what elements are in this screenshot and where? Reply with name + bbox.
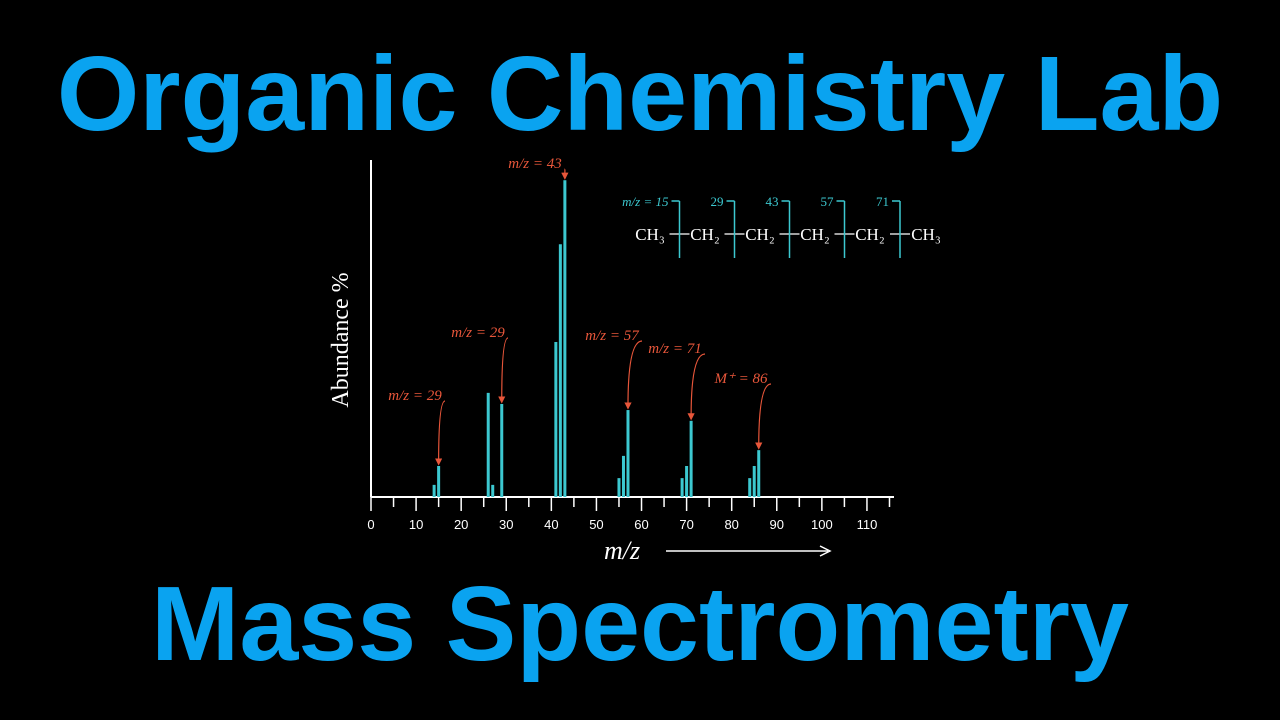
x-tick-label: 30 <box>499 517 513 532</box>
bar <box>554 341 558 497</box>
bar <box>752 465 756 497</box>
y-axis-label: Abundance % <box>328 272 354 407</box>
annotation-arrow <box>498 337 509 404</box>
bar <box>685 465 689 497</box>
molecule-group: CH₂ <box>690 225 720 244</box>
bar <box>558 244 562 497</box>
x-tick-label: 110 <box>857 517 878 532</box>
bar <box>680 478 684 497</box>
annotation-arrow <box>755 383 772 450</box>
molecule-group: CH₃ <box>635 225 665 244</box>
x-tick-label: 80 <box>724 517 738 532</box>
molecule-group: CH₃ <box>911 225 941 244</box>
bar <box>486 392 490 497</box>
annotation: m/z = 57 <box>585 328 640 344</box>
bottom-title: Mass Spectrometry <box>151 565 1129 683</box>
x-tick-label: 20 <box>454 517 468 532</box>
x-axis-label: m/z <box>604 536 640 565</box>
annotation: m/z = 29 <box>451 325 505 341</box>
fragment-label: 29 <box>711 194 724 209</box>
bar <box>437 465 441 497</box>
bar <box>748 478 752 497</box>
x-tick-label: 60 <box>634 517 648 532</box>
fragment-label: 57 <box>821 194 835 209</box>
x-tick-label: 70 <box>679 517 693 532</box>
annotation-arrow <box>624 340 643 410</box>
annotation-arrow <box>687 353 706 421</box>
x-tick-label: 100 <box>811 517 833 532</box>
top-title: Organic Chemistry Lab <box>57 35 1223 153</box>
fragment-label: 43 <box>766 194 779 209</box>
x-tick-label: 40 <box>544 517 558 532</box>
molecule-group: CH₂ <box>745 225 775 244</box>
bar <box>621 455 625 497</box>
x-arrow-head <box>819 545 832 557</box>
bar <box>563 180 567 497</box>
fragment-label: 71 <box>876 194 889 209</box>
x-tick-label: 0 <box>367 517 374 532</box>
annotation-arrow <box>435 400 446 466</box>
x-tick-label: 10 <box>409 517 423 532</box>
annotation: m/z = 43 <box>508 156 561 172</box>
bar <box>617 478 621 497</box>
molecule-group: CH₂ <box>855 225 885 244</box>
annotation: m/z = 71 <box>648 341 701 357</box>
bar <box>491 484 495 497</box>
bar <box>689 420 693 497</box>
bar <box>626 410 630 497</box>
annotation: M⁺ = 86 <box>713 371 768 387</box>
x-tick-label: 90 <box>770 517 784 532</box>
bar <box>757 450 761 497</box>
bar <box>432 484 436 497</box>
annotation: m/z = 29 <box>388 388 442 404</box>
fragment-label: m/z = 15 <box>622 194 669 209</box>
bar <box>500 403 504 497</box>
x-tick-label: 50 <box>589 517 603 532</box>
molecule-group: CH₂ <box>800 225 830 244</box>
